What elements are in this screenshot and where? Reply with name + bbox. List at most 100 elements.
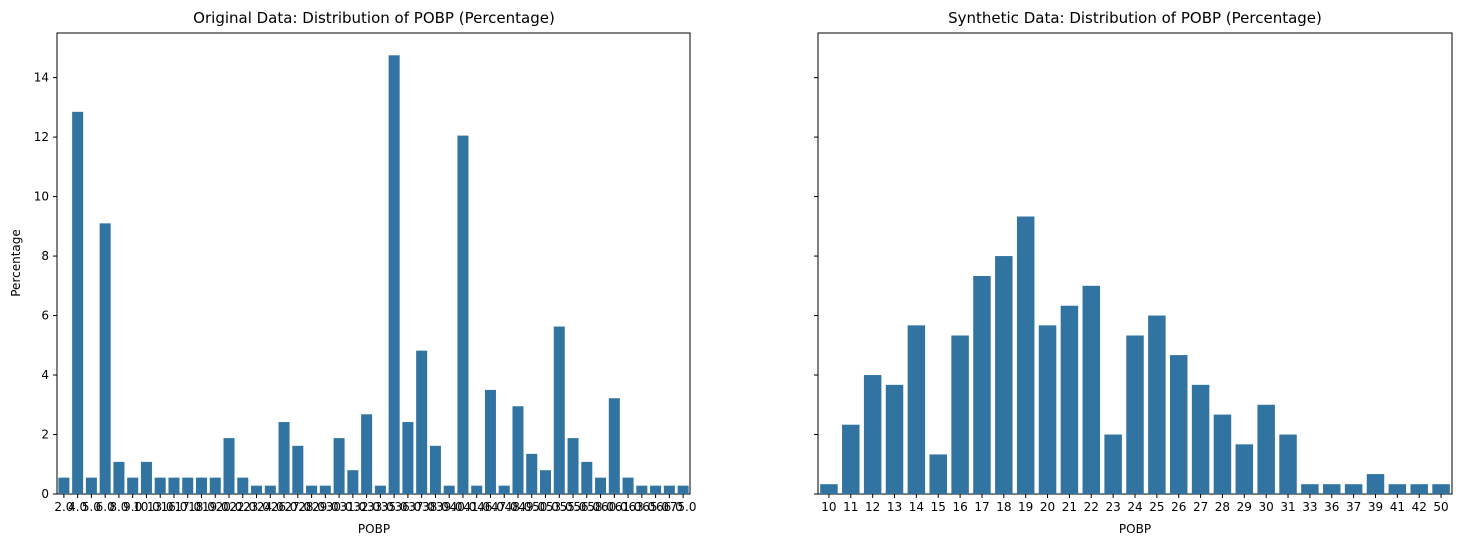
bar (471, 485, 483, 494)
y-tick-label: 12 (34, 130, 49, 144)
bar (361, 414, 373, 494)
x-tick-label: 47.0 (491, 500, 518, 514)
x-tick-label: 39 (1368, 500, 1383, 514)
bar (182, 477, 194, 494)
x-tick-label: 75.0 (670, 500, 697, 514)
x-tick-label: 29.0 (312, 500, 339, 514)
x-tick-label: 50.0 (532, 500, 559, 514)
x-tick-labels: 10 11 12 13 14 15 16 17 18 19 20 21 22 23 24 25 26 27 28 29… (821, 494, 1449, 514)
x-tick-label: 61.0 (615, 500, 642, 514)
x-tick-label: 6.0 (96, 500, 115, 514)
y-tick-label: 14 (34, 71, 49, 85)
x-tick-label: 13 (887, 500, 902, 514)
x-tick-label: 19.0 (202, 500, 229, 514)
x-tick-label: 63.0 (628, 500, 655, 514)
bars (820, 216, 1450, 494)
x-tick-label: 14 (909, 500, 924, 514)
bar (1344, 484, 1363, 494)
y-axis-label: Percentage (9, 229, 23, 297)
y-tick-labels: 0 2 4 6 8 10 12 14 (34, 71, 57, 501)
x-tick-label: 26.0 (271, 500, 298, 514)
bar (1235, 444, 1254, 494)
bar (484, 389, 496, 494)
synthetic-data-chart: Synthetic Data: Distribution of POBP (Pe… (814, 9, 1453, 536)
bar (457, 135, 469, 495)
bar (595, 477, 607, 494)
bar (1038, 325, 1057, 494)
bar (264, 485, 276, 494)
x-tick-label: 37 (1346, 500, 1361, 514)
bar (526, 453, 538, 494)
bar (1432, 484, 1450, 494)
y-tick-label: 0 (41, 487, 49, 501)
bar (113, 461, 125, 494)
bar (608, 398, 620, 494)
x-axis-label: POBP (358, 522, 390, 536)
x-tick-label: 36 (1324, 500, 1339, 514)
x-tick-label: 8.0 (109, 500, 128, 514)
x-tick-label: 9.0 (123, 500, 142, 514)
bar (1388, 484, 1407, 494)
chart-title: Original Data: Distribution of POBP (Per… (193, 9, 555, 27)
bar (663, 485, 675, 494)
bar (85, 477, 97, 494)
bar (347, 470, 359, 494)
bar (402, 422, 414, 494)
x-tick-label: 21 (1062, 500, 1077, 514)
bar (195, 477, 207, 494)
x-tick-label: 33 (1302, 500, 1317, 514)
x-tick-label: 33.0 (367, 500, 394, 514)
x-tick-label: 10.0 (133, 500, 160, 514)
bar (333, 438, 345, 494)
bar (1060, 305, 1079, 494)
x-tick-label: 4.0 (68, 500, 87, 514)
x-tick-label: 26 (1171, 500, 1186, 514)
x-tick-label: 48.0 (505, 500, 532, 514)
x-tick-label: 30.0 (326, 500, 353, 514)
x-tick-label: 22 (1084, 500, 1099, 514)
x-tick-label: 36.0 (395, 500, 422, 514)
bars (58, 55, 689, 495)
x-tick-label: 50 (1433, 500, 1448, 514)
x-tick-label: 17.0 (174, 500, 201, 514)
chart-title: Synthetic Data: Distribution of POBP (Pe… (948, 9, 1322, 27)
x-tick-label: 29 (1237, 500, 1252, 514)
x-tick-label: 46.0 (477, 500, 504, 514)
bar (1082, 285, 1101, 494)
x-tick-label: 49.0 (518, 500, 545, 514)
bar (416, 350, 428, 494)
x-tick-label: 38.0 (422, 500, 449, 514)
bar (154, 477, 166, 494)
y-tick-marks (814, 77, 818, 495)
bar (622, 477, 634, 494)
bar (223, 438, 235, 494)
x-tick-label: 31 (1280, 500, 1295, 514)
x-tick-label: 17 (974, 500, 989, 514)
bar (251, 485, 263, 494)
bar (650, 485, 662, 494)
bar (99, 223, 111, 494)
bar (374, 485, 386, 494)
x-tick-label: 60.0 (601, 500, 628, 514)
bar (278, 422, 290, 494)
x-tick-label: 15 (931, 500, 946, 514)
bar (995, 256, 1013, 494)
bar (1126, 335, 1144, 494)
x-tick-label: 41 (1390, 500, 1405, 514)
x-tick-label: 24.0 (257, 500, 284, 514)
bar (319, 485, 331, 494)
bar (306, 485, 318, 494)
x-tick-label: 28.0 (298, 500, 325, 514)
bar (842, 424, 860, 494)
axes-frame (56, 32, 691, 495)
y-tick-label: 10 (34, 190, 49, 204)
x-tick-label: 18.0 (188, 500, 215, 514)
bar (820, 484, 838, 494)
x-tick-label: 39.0 (436, 500, 463, 514)
x-tick-label: 41.0 (463, 500, 490, 514)
bar (498, 485, 510, 494)
bar (907, 325, 926, 494)
x-tick-label: 20.0 (216, 500, 243, 514)
x-tick-label: 40.0 (450, 500, 477, 514)
x-tick-label: 24 (1127, 500, 1142, 514)
